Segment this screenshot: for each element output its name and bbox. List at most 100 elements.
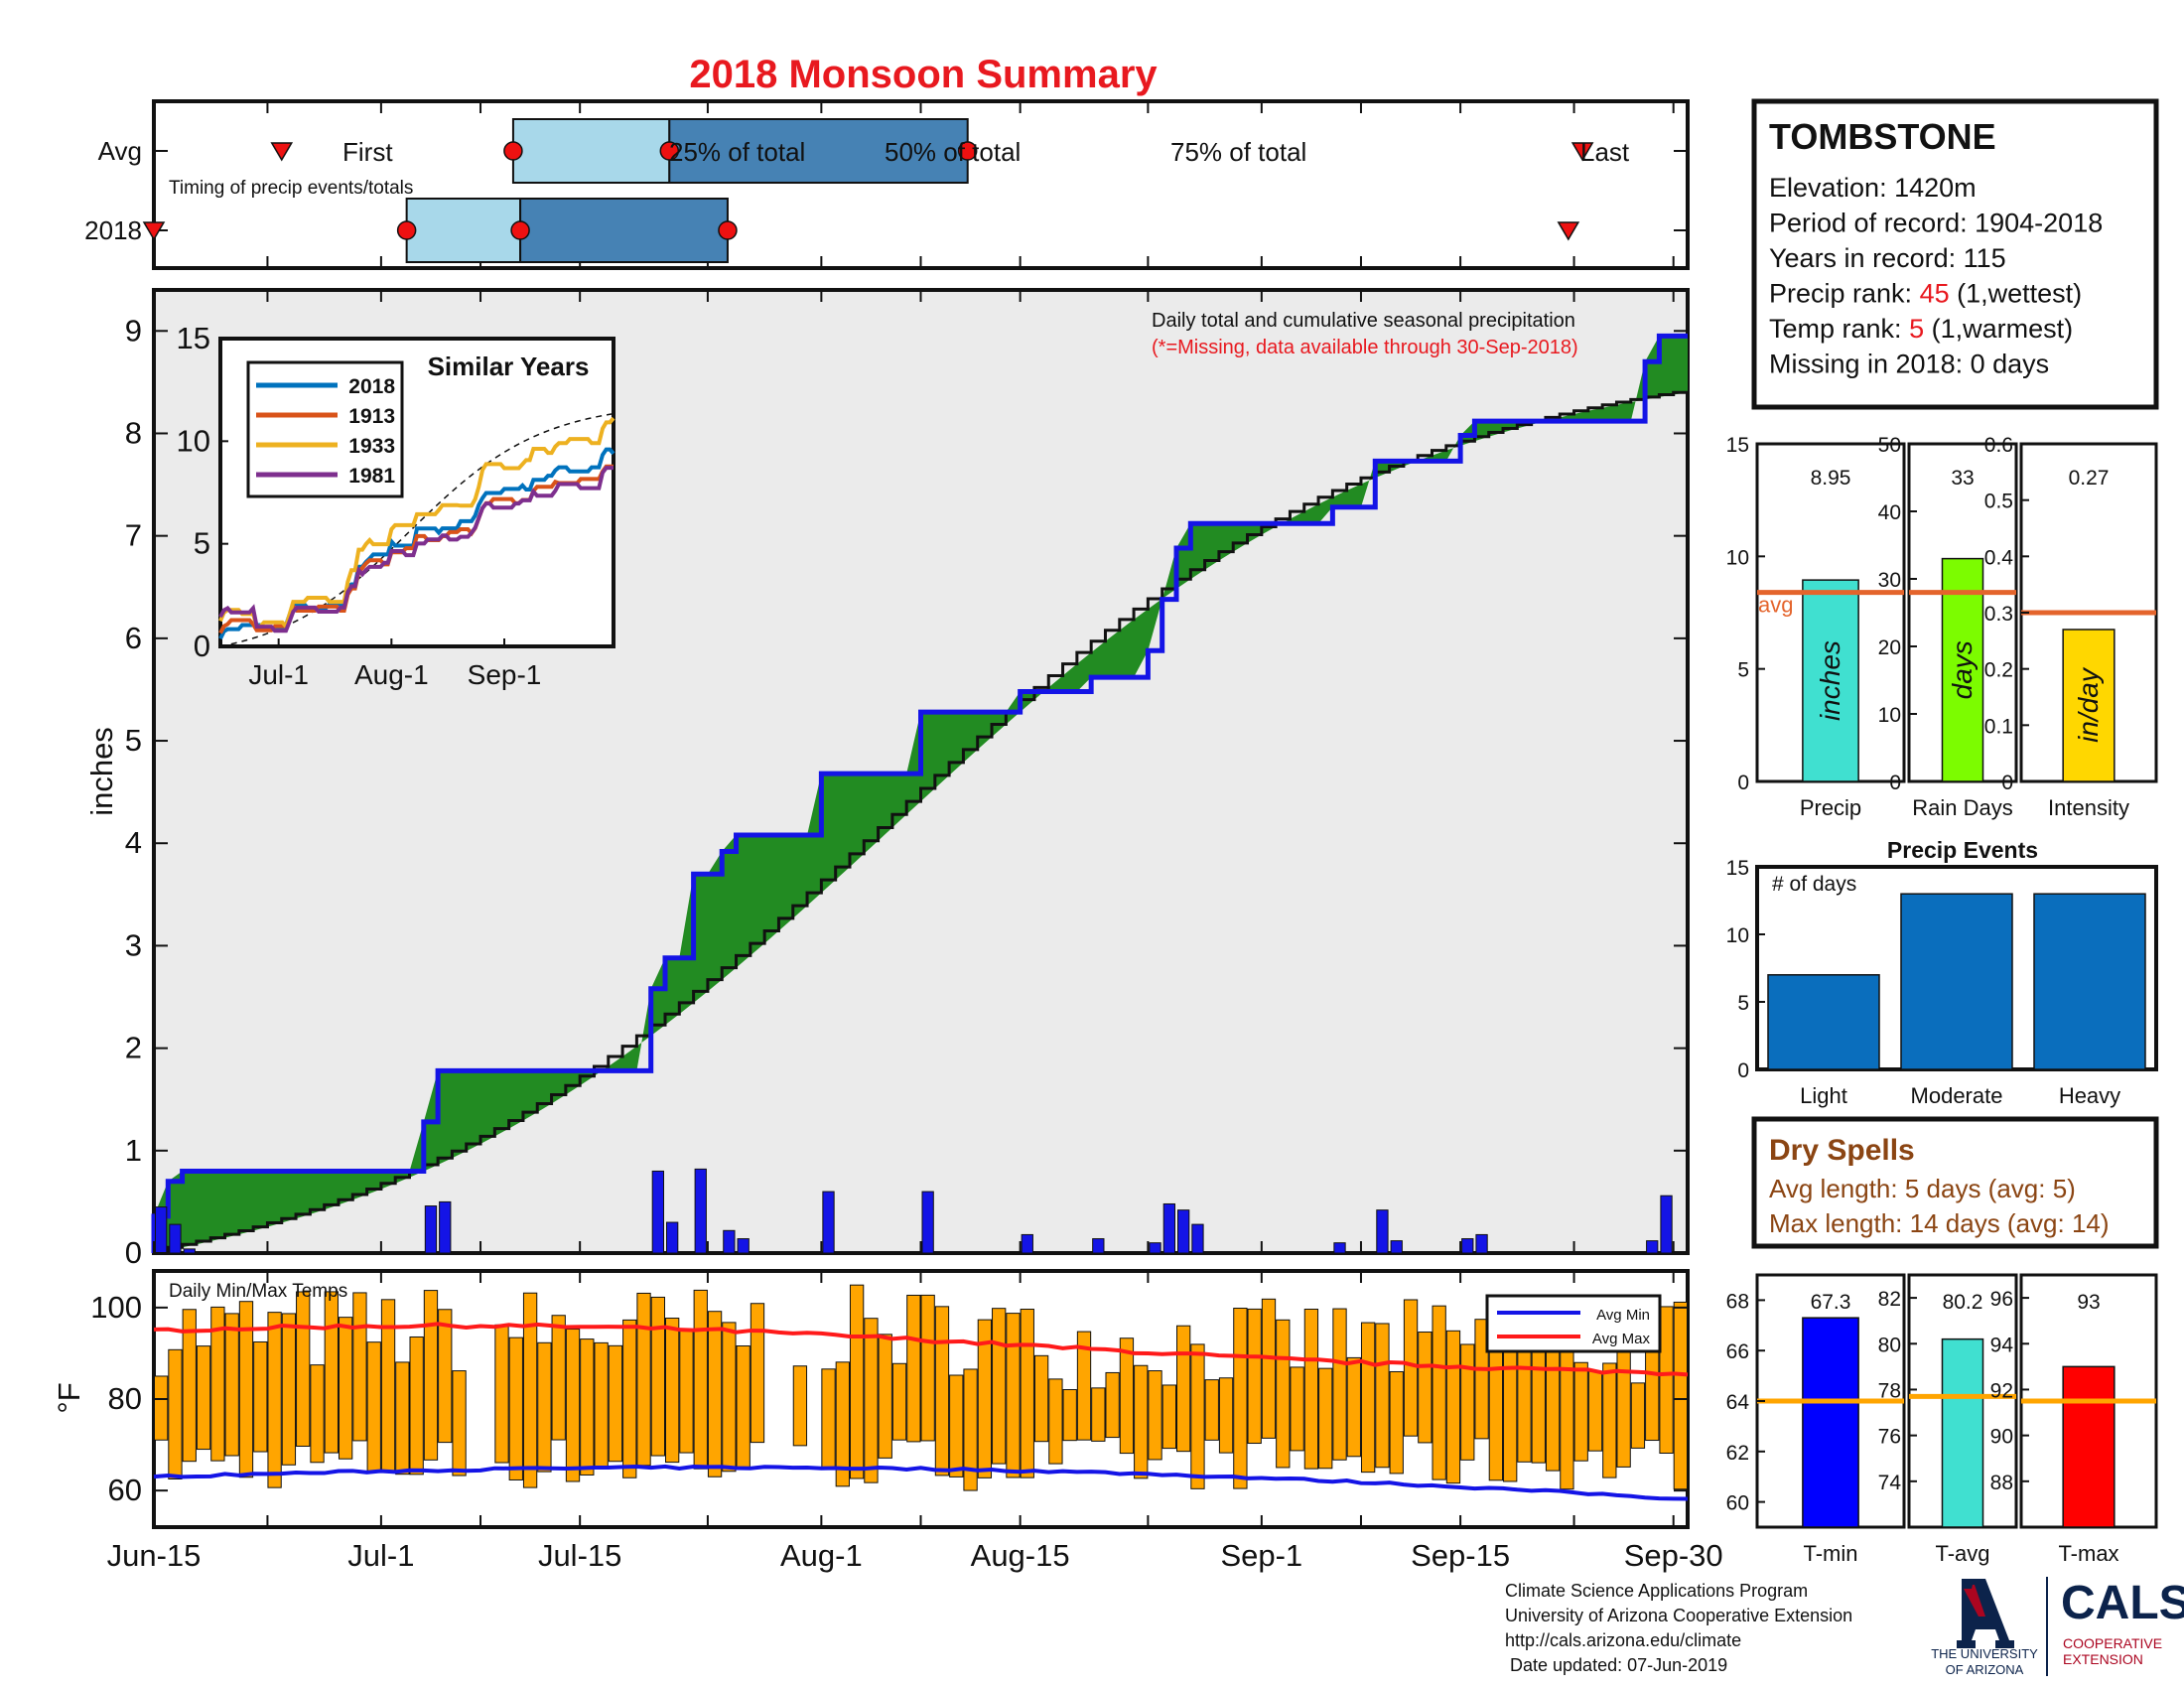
daily-temp-bar	[906, 1294, 921, 1443]
summary-ytick-label: 10	[1878, 704, 1901, 727]
summary-ytick-label: 0.5	[1984, 491, 2013, 513]
daily-temp-bar	[1247, 1308, 1262, 1445]
daily-temp-bar	[722, 1322, 737, 1473]
daily-temp-bar	[650, 1296, 666, 1457]
daily-temp-bar	[1148, 1370, 1162, 1461]
y2018-marker	[396, 220, 417, 240]
timing-first-label: First	[342, 137, 393, 167]
temps-label: Daily Min/Max Temps	[169, 1281, 347, 1302]
daily-temp-bar	[1190, 1343, 1205, 1489]
events-title: Precip Events	[1887, 837, 2038, 863]
daily-temp-bar	[1176, 1325, 1191, 1453]
summary-ytick-label: 50	[1878, 434, 1901, 457]
event-bar	[2033, 893, 2146, 1070]
inset-ytick-label: 15	[177, 321, 210, 355]
temps-ytick-label: 60	[108, 1473, 142, 1507]
main-ytick-label: 6	[125, 621, 142, 655]
summary-inbar-label: inches	[1815, 640, 1845, 721]
station-info-line: Temp rank: 5 (1,warmest)	[1769, 314, 2073, 344]
inset-year-line	[218, 466, 614, 633]
daily-temp-bar	[1062, 1389, 1077, 1442]
summary-inbar-label: in/day	[2073, 666, 2104, 743]
inset-legend-label: 2018	[348, 375, 395, 398]
daily-temp-bar	[494, 1324, 509, 1464]
daily-temp-bar	[934, 1306, 950, 1477]
daily-temp-bar	[665, 1318, 680, 1464]
daily-temp-bar	[878, 1334, 892, 1459]
ua-line-2: OF ARIZONA	[1946, 1662, 2024, 1677]
temp-summary-ytick-label: 92	[1990, 1379, 2013, 1402]
similar-years-inset: 0 5 10 15 Jul-1 Aug-1 Sep-1 Similar Years 2018…	[177, 321, 615, 690]
temp-summary-ytick-label: 66	[1726, 1340, 1749, 1363]
summary-ytick-label: 10	[1726, 546, 1749, 569]
inset-legend-label: 1913	[348, 405, 395, 428]
daily-temp-bar	[891, 1362, 907, 1441]
daily-temp-bar	[963, 1368, 978, 1491]
daily-temp-bar	[324, 1291, 339, 1454]
date-tick-label: Jul-15	[538, 1538, 621, 1573]
cumulative-2018-line	[151, 333, 1688, 1253]
daily-temp-bar	[1630, 1382, 1646, 1449]
avg-marker	[659, 141, 680, 161]
temp-summary-bar: 60 62 64 66 68 67.3 T-min	[1726, 1273, 1906, 1566]
daily-temp-bar	[1318, 1367, 1333, 1470]
summary-bar-fill	[1941, 557, 1984, 782]
daily-temp-bar	[580, 1338, 595, 1476]
event-xlabel: Light	[1800, 1083, 1847, 1108]
date-tick-label: Jul-1	[347, 1538, 414, 1573]
summary-ytick-label: 0	[1737, 772, 1749, 794]
event-xlabel: Heavy	[2059, 1083, 2120, 1108]
daily-temp-bar	[1403, 1299, 1419, 1437]
temp-summary-ytick-label: 80	[1878, 1334, 1901, 1356]
daily-temp-bar	[1360, 1322, 1376, 1474]
daily-temp-bar	[1659, 1306, 1674, 1454]
y2018-marker	[718, 220, 738, 240]
avg-box-50-75	[668, 118, 969, 184]
daily-temp-bar	[281, 1313, 297, 1466]
inset-legend-label: 1933	[348, 435, 395, 458]
timing-caption: Timing of precip events/totals	[169, 178, 413, 199]
daily-precip-bar	[1461, 1238, 1474, 1254]
avg-max-line	[153, 1322, 1689, 1377]
summary-ytick-label: 15	[1726, 434, 1749, 457]
footer-line-2: University of Arizona Cooperative Extens…	[1505, 1606, 1852, 1625]
temp-summary-xlabel: T-avg	[1935, 1541, 1989, 1566]
station-info-line: Period of record: 1904-2018	[1769, 209, 2103, 238]
daily-temp-bar	[253, 1340, 268, 1453]
y2018-marker	[510, 220, 530, 240]
daily-temp-bar	[1091, 1387, 1106, 1442]
legend-avg-max: Avg Max	[1592, 1331, 1651, 1347]
temp-summary-value: 67.3	[1811, 1291, 1851, 1314]
daily-temp-bar	[1346, 1356, 1361, 1458]
summary-ytick-label: 20	[1878, 636, 1901, 659]
date-tick-label: Sep-1	[1220, 1538, 1302, 1573]
daily-temp-bar	[1006, 1313, 1021, 1478]
y2018-first-marker	[142, 221, 166, 241]
daily-temp-bar	[736, 1345, 751, 1471]
daily-temp-bar	[1276, 1319, 1291, 1469]
dry-spells-box: Dry Spells Avg length: 5 days (avg: 5) M…	[1751, 1116, 2159, 1249]
ua-logo: THE UNIVERSITY OF ARIZONA	[1931, 1579, 2038, 1677]
station-name: TOMBSTONE	[1769, 116, 1996, 157]
station-info-line: Elevation: 1420m	[1769, 173, 1977, 203]
events-sublabel: # of days	[1772, 873, 1856, 896]
dry-spells-title: Dry Spells	[1769, 1134, 1915, 1167]
main-ytick-label: 0	[125, 1235, 142, 1270]
daily-temp-bar	[1290, 1366, 1304, 1452]
temp-summary-ytick-label: 60	[1726, 1492, 1749, 1515]
inset-ytick-label: 5	[194, 526, 210, 561]
avg-first-marker	[270, 142, 294, 162]
summary-bars: 0 5 10 15 8.95 Precip inches avg 0 10 20 30 40 50 33 Ra…	[1726, 434, 2158, 820]
date-tick-label: Jun-15	[107, 1538, 202, 1573]
daily-precip-bar	[822, 1191, 835, 1254]
avg-min-line	[153, 1464, 1689, 1501]
daily-temp-bar	[296, 1291, 311, 1448]
daily-temp-bar	[210, 1306, 225, 1462]
summary-ytick-label: 0.4	[1984, 546, 2014, 569]
figure-title: 2018 Monsoon Summary	[689, 53, 1158, 96]
temp-summary-ytick-label: 82	[1878, 1288, 1901, 1311]
main-ytick-label: 8	[125, 415, 142, 450]
temp-summary-ytick-label: 94	[1990, 1334, 2014, 1356]
missing-note: (*=Missing, data available through 30-Se…	[1152, 337, 1578, 358]
daily-precip-bar	[183, 1248, 196, 1254]
